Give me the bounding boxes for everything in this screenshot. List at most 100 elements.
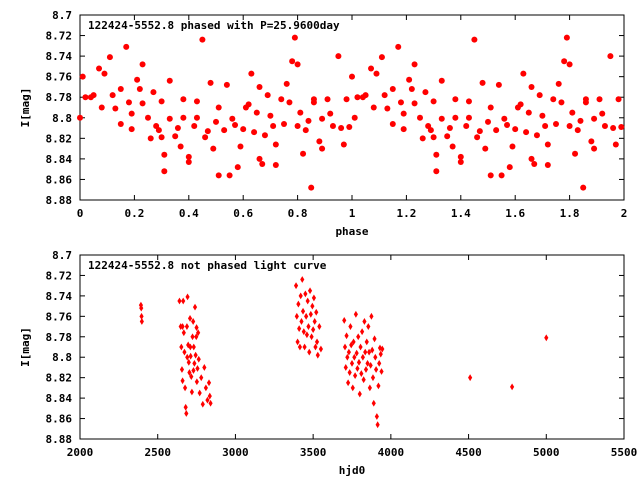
y-tick-label: 8.76 [46, 310, 73, 323]
data-point [307, 348, 312, 356]
data-point [192, 359, 197, 367]
data-point [319, 145, 326, 152]
data-point [357, 390, 362, 398]
data-point [569, 109, 576, 116]
data-point [476, 128, 483, 135]
data-point [471, 36, 478, 43]
data-point [139, 312, 144, 320]
data-point [210, 145, 217, 152]
x-tick-label: 0 [77, 207, 84, 220]
data-point [191, 367, 196, 374]
data-point [348, 323, 353, 330]
plot-frame [79, 254, 625, 440]
data-point [422, 89, 429, 96]
data-point [291, 34, 298, 41]
data-point [314, 338, 320, 346]
data-point [433, 151, 440, 158]
data-point [286, 99, 293, 106]
data-point [349, 341, 354, 349]
data-point [544, 334, 549, 342]
data-point [438, 115, 445, 122]
data-point [411, 100, 418, 107]
data-point [270, 123, 277, 129]
data-point [343, 96, 350, 103]
y-tick-label: 8.78 [46, 91, 73, 104]
data-point [306, 323, 311, 330]
data-point [506, 164, 513, 171]
data-point [566, 123, 573, 129]
data-point [304, 312, 309, 320]
data-point [599, 110, 606, 117]
data-point [215, 172, 222, 179]
data-point [528, 155, 535, 162]
data-point [296, 300, 301, 308]
data-point [145, 114, 151, 121]
data-point [196, 355, 201, 363]
data-point [226, 172, 233, 179]
data-point [139, 61, 146, 68]
data-point [588, 138, 595, 145]
data-point [342, 343, 348, 351]
data-point [574, 127, 581, 134]
data-point [371, 399, 376, 407]
data-point [317, 323, 322, 330]
data-point [184, 410, 189, 417]
data-point [354, 349, 359, 357]
data-point [158, 134, 165, 141]
data-point [166, 77, 173, 84]
data-point [452, 96, 459, 103]
data-point [294, 61, 301, 68]
data-point [300, 150, 307, 157]
data-point [182, 348, 187, 356]
data-point [362, 318, 367, 325]
data-point [344, 332, 349, 340]
data-point [181, 329, 186, 337]
unphased-light-curve-plot: 2000 2500 3000 3500 4000 4500 5000 5500 8.7 8.72 8… [19, 249, 637, 477]
data-point [123, 43, 130, 50]
data-point [517, 101, 524, 108]
data-point [395, 43, 402, 50]
data-point [363, 348, 368, 356]
data-point [237, 143, 244, 150]
data-point [181, 297, 186, 305]
data-point [495, 81, 502, 88]
data-point [240, 126, 247, 133]
x-tick-label: 2 [621, 207, 628, 220]
x-tick-label: 5000 [533, 446, 560, 459]
data-point [90, 92, 97, 99]
data-point [199, 374, 204, 382]
data-point [438, 77, 445, 84]
data-point [166, 115, 173, 122]
data-point [191, 123, 198, 129]
data-point [367, 384, 372, 392]
data-point [353, 310, 358, 318]
y-tick-label: 8.7 [52, 249, 72, 262]
data-point [352, 353, 357, 361]
data-point [305, 117, 312, 124]
data-point [544, 141, 551, 148]
data-point [202, 134, 209, 141]
data-point [346, 348, 351, 356]
data-point [487, 104, 494, 111]
x-tick-label: 1.2 [396, 207, 416, 220]
data-point [378, 350, 383, 358]
data-point [479, 79, 486, 86]
y-tick-label: 8.72 [46, 269, 73, 282]
data-point [365, 359, 370, 367]
data-point [136, 86, 143, 92]
data-point [353, 372, 358, 380]
data-point [346, 124, 353, 131]
data-point [232, 121, 239, 128]
data-point [389, 86, 396, 92]
data-point [297, 325, 302, 332]
data-point [229, 115, 236, 122]
x-axis-label: hjd0 [339, 464, 366, 477]
data-point [400, 110, 407, 117]
data-point [446, 125, 453, 132]
data-point [380, 345, 385, 353]
data-point [591, 115, 598, 122]
y-tick-label: 8.8 [52, 351, 72, 364]
data-point [607, 53, 614, 60]
data-point [301, 328, 306, 336]
data-point [193, 98, 200, 105]
